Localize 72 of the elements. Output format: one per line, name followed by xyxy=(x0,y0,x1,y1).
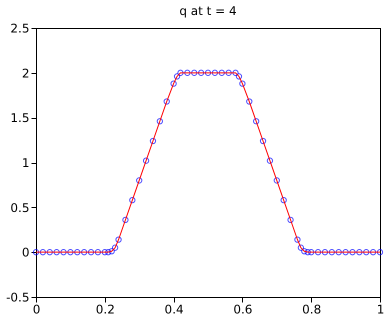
point xyxy=(142,158,150,164)
point xyxy=(308,249,314,256)
y-tick-label: 0 xyxy=(22,246,30,260)
point xyxy=(370,249,376,256)
point xyxy=(108,248,115,254)
point xyxy=(212,70,218,76)
point xyxy=(67,249,74,256)
x-tick-label: 0.2 xyxy=(96,302,115,316)
x-tick-label: 0.8 xyxy=(302,302,322,316)
point xyxy=(136,177,142,184)
point xyxy=(336,249,342,256)
point xyxy=(342,249,349,256)
y-tick-label: 1.5 xyxy=(10,111,30,126)
point xyxy=(191,70,198,76)
y-tick-label: 2 xyxy=(22,66,30,80)
point xyxy=(81,249,88,256)
y-tick-label: 0.5 xyxy=(10,200,30,215)
point xyxy=(115,236,122,243)
point xyxy=(105,249,112,256)
point xyxy=(236,73,242,80)
point xyxy=(88,249,94,256)
point xyxy=(363,249,370,256)
point xyxy=(280,197,287,204)
point xyxy=(328,249,335,256)
point xyxy=(122,216,129,224)
point xyxy=(314,249,322,256)
y-tick-label: 1 xyxy=(22,156,30,170)
point xyxy=(274,177,280,184)
point xyxy=(60,249,67,256)
point xyxy=(298,244,304,251)
point xyxy=(246,98,252,105)
point xyxy=(301,248,308,254)
y-tick-label: -0.5 xyxy=(6,290,30,304)
point xyxy=(304,249,311,256)
point xyxy=(349,249,356,256)
point xyxy=(129,197,136,204)
point xyxy=(253,118,260,124)
point xyxy=(46,249,53,256)
point xyxy=(53,249,60,256)
point xyxy=(184,70,191,76)
y-tick-label: 2.5 xyxy=(10,22,30,36)
x-tick-label: 1 xyxy=(376,302,384,316)
point xyxy=(40,249,46,256)
point xyxy=(170,80,177,87)
point xyxy=(376,249,384,256)
point xyxy=(204,70,212,76)
x-tick-label: 0.4 xyxy=(164,302,184,316)
point xyxy=(266,158,274,164)
point xyxy=(198,70,204,76)
point xyxy=(150,138,156,144)
point xyxy=(94,249,102,256)
point xyxy=(174,73,180,80)
x-tick-label: 0 xyxy=(32,302,40,316)
point xyxy=(356,249,363,256)
point xyxy=(156,118,163,124)
point xyxy=(260,138,266,144)
point xyxy=(32,249,40,256)
point xyxy=(112,244,118,251)
point xyxy=(287,216,294,224)
x-tick-label: 0.6 xyxy=(233,302,252,316)
point xyxy=(102,249,108,256)
point xyxy=(232,70,239,76)
point xyxy=(164,98,170,105)
line-series xyxy=(36,72,380,253)
point xyxy=(177,70,184,76)
point xyxy=(218,70,225,76)
point xyxy=(294,236,301,243)
chart-title: q at t = 4 xyxy=(179,4,237,18)
point xyxy=(225,70,232,76)
point xyxy=(322,249,328,256)
point xyxy=(239,80,246,87)
point xyxy=(74,249,80,256)
